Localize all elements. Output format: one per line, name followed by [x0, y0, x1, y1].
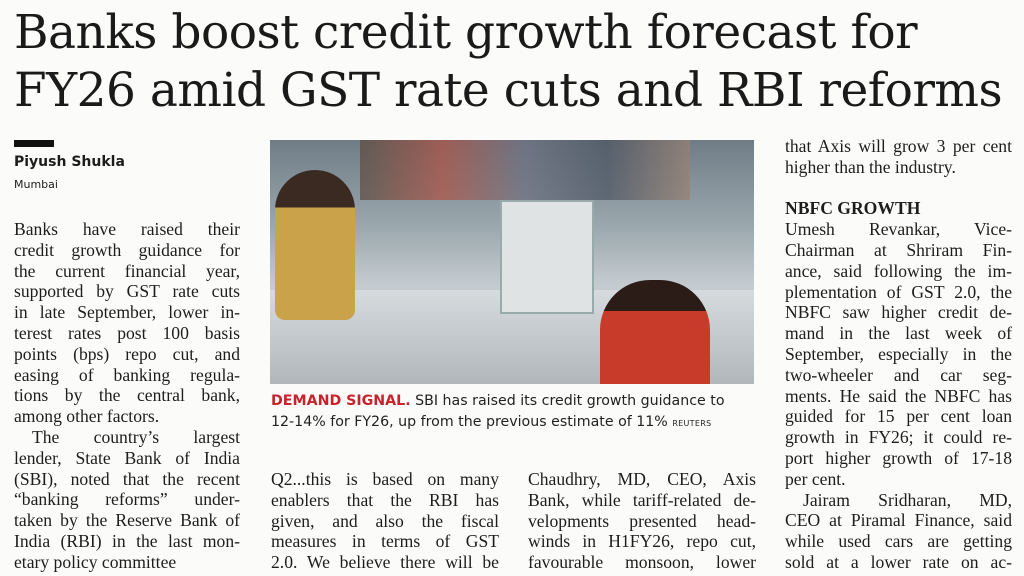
caption-text-1: SBI has raised its credit growth guidanc… — [415, 393, 725, 409]
text-line: winds in H1FY26, repo cut, — [528, 531, 756, 552]
byline-author: Piyush Shukla — [14, 154, 125, 170]
text-line — [785, 178, 1012, 199]
text-line: higher than the industry. — [785, 156, 956, 177]
photo-crowd — [360, 140, 690, 200]
text-line: favourable monsoon, lower — [528, 552, 756, 573]
photo-credit: REUTERS — [672, 419, 712, 428]
text-line: Jairam Sridharan, MD, — [803, 489, 1012, 510]
text-line: Bank, while tariff-related de- — [528, 489, 756, 510]
text-line: tions by the central bank, — [14, 385, 240, 406]
caption-kicker: DEMAND SIGNAL. — [271, 393, 411, 409]
text-line: Banks have raised their — [14, 219, 240, 239]
text-line: supported by GST rate cuts — [14, 281, 240, 302]
text-line: easing of banking regula- — [14, 364, 240, 385]
article-column-2: Q2...this is based on many enablers that … — [271, 469, 499, 573]
news-photo — [270, 140, 754, 384]
text-line: Q2...this is based on many — [271, 469, 499, 489]
text-line: while used cars are getting — [785, 531, 1012, 552]
photo-partition — [500, 200, 594, 314]
text-line: The country’s largest — [32, 426, 240, 447]
text-line: 2.0. We believe there will be — [271, 552, 499, 573]
text-line: lender, State Bank of India — [14, 447, 240, 468]
text-line: India (RBI) in the last mon- — [14, 530, 240, 551]
text-line: Chairman at Shriram Fin- — [785, 239, 1012, 260]
text-line: ments. He said the NBFC has — [785, 385, 1012, 406]
text-line: the current financial year, — [14, 260, 240, 281]
text-line: guided for 15 per cent loan — [785, 406, 1012, 427]
text-line: Umesh Revankar, Vice- — [785, 219, 1012, 240]
text-line: mand in the last week of — [785, 323, 1012, 344]
text-line: sold at a lower rate on ac- — [785, 551, 1012, 572]
text-line: that Axis will grow 3 per cent — [785, 136, 1012, 156]
text-line: measures in terms of GST — [271, 531, 499, 552]
photo-teller — [600, 280, 710, 384]
text-line: “banking reforms” under- — [14, 489, 240, 510]
dateline: Mumbai — [14, 178, 58, 191]
text-line: ance, said following the im- — [785, 260, 1012, 281]
text-line: velopments presented head- — [528, 510, 756, 531]
text-line: given, and also the fiscal — [271, 510, 499, 531]
text-line: among other factors. — [14, 406, 160, 427]
text-line: two-wheeler and car seg- — [785, 364, 1012, 385]
text-line: NBFC saw higher credit de- — [785, 302, 1012, 323]
text-line: credit growth guidance for — [14, 239, 240, 260]
article-column-1: Banks have raised their credit growth gui… — [14, 219, 240, 573]
text-line: etary policy committee — [14, 551, 177, 572]
text-line: port higher growth of 17-18 — [785, 447, 1012, 468]
text-line: plementation of GST 2.0, the — [785, 281, 1012, 302]
text-line: Chaudhry, MD, CEO, Axis — [528, 469, 756, 489]
text-line: enablers that the RBI has — [271, 489, 499, 510]
caption-text-2: 12-14% for FY26, up from the previous es… — [271, 414, 668, 430]
text-line: points (bps) repo cut, and — [14, 343, 240, 364]
text-line: per cent. — [785, 468, 846, 489]
byline-rule — [14, 140, 54, 147]
article-column-3: Chaudhry, MD, CEO, Axis Bank, while tarif… — [528, 469, 756, 573]
headline-line-1: Banks boost credit growth forecast for — [14, 5, 918, 60]
text-line: taken by the Reserve Bank of — [14, 510, 240, 531]
text-line: (SBI), noted that the recent — [14, 468, 240, 489]
text-line: September, especially in the — [785, 343, 1012, 364]
photo-customer — [275, 170, 355, 320]
headline: Banks boost credit growth forecast for F… — [14, 4, 1014, 120]
text-line: in late September, lower in- — [14, 302, 240, 323]
subheading: NBFC GROWTH — [785, 198, 921, 219]
headline-line-2: FY26 amid GST rate cuts and RBI reforms — [14, 63, 1003, 118]
photo-caption: DEMAND SIGNAL. SBI has raised its credit… — [271, 391, 761, 434]
text-line: growth in FY26; it could re- — [785, 427, 1012, 448]
text-line: terest rates post 100 basis — [14, 322, 240, 343]
article-column-4: that Axis will grow 3 per cent higher tha… — [785, 136, 1012, 573]
text-line: CEO at Piramal Finance, said — [785, 510, 1012, 531]
